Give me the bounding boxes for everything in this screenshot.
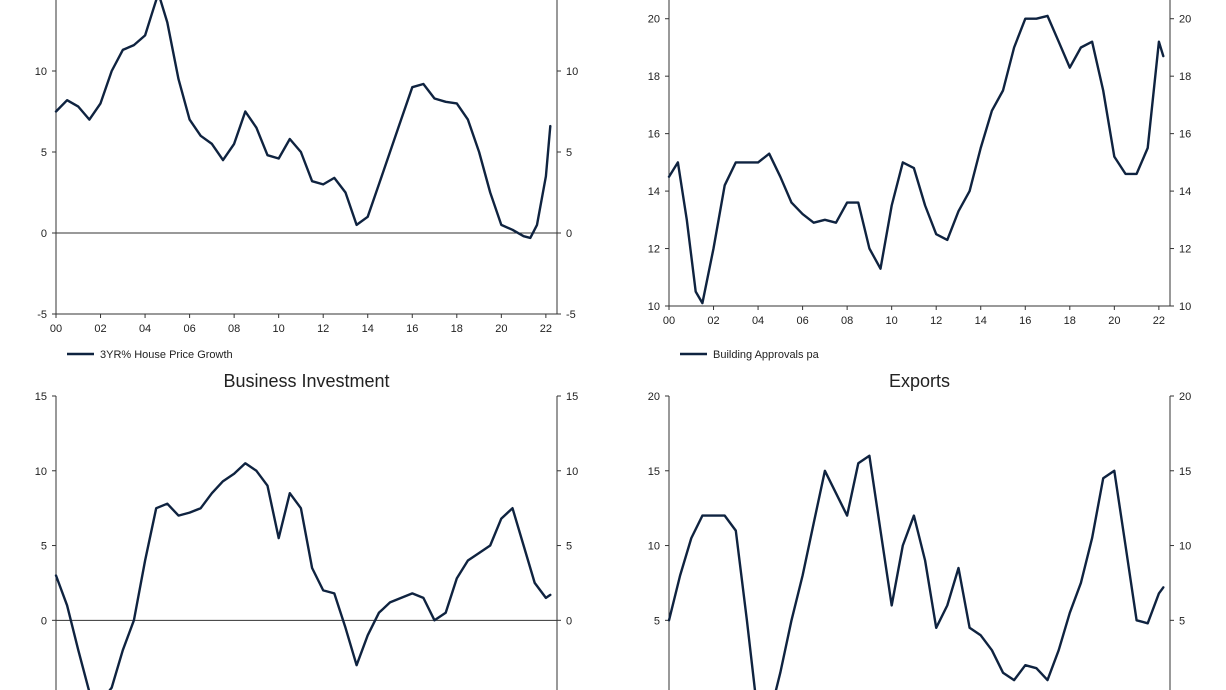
x-tick-label: 00 xyxy=(50,323,62,335)
x-tick-label: 06 xyxy=(796,315,808,327)
y-tick-label-left: 14 xyxy=(648,186,660,198)
y-tick-label-right: 12 xyxy=(1179,244,1191,256)
y-tick-label-right: 10 xyxy=(566,66,578,78)
y-tick-label-left: 10 xyxy=(35,466,47,478)
y-tick-label-left: 5 xyxy=(41,147,47,159)
x-tick-label: 08 xyxy=(841,315,853,327)
y-tick-label-left: 5 xyxy=(41,541,47,553)
x-tick-label: 20 xyxy=(1108,315,1120,327)
y-tick-label-left: 10 xyxy=(648,541,660,553)
y-tick-label-left: 10 xyxy=(35,66,47,78)
x-tick-label: 00 xyxy=(663,315,675,327)
x-tick-label: 12 xyxy=(930,315,942,327)
y-tick-label-left: 15 xyxy=(648,466,660,478)
y-tick-label-right: -5 xyxy=(566,309,576,321)
y-tick-label-left: 12 xyxy=(648,244,660,256)
series-line-1 xyxy=(54,462,552,690)
y-tick-label-right: 18 xyxy=(1179,71,1191,83)
x-tick-label: 16 xyxy=(1019,315,1031,327)
chart-panel-4: 5 5 10 10 15 15 20 20 Exports xyxy=(648,371,1191,690)
y-tick-label-right: 14 xyxy=(1179,186,1191,198)
y-tick-label-left: 20 xyxy=(648,14,660,26)
y-tick-label-left: 0 xyxy=(41,228,47,240)
x-tick-label: 20 xyxy=(495,323,507,335)
y-tick-label-left: 0 xyxy=(41,615,47,627)
y-tick-label-right: 16 xyxy=(1179,129,1191,141)
chart-title: Business Investment xyxy=(223,371,389,391)
x-tick-label: 10 xyxy=(886,315,898,327)
y-tick-label-right: 0 xyxy=(566,615,572,627)
series-line-1 xyxy=(667,14,1165,305)
y-tick-label-right: 0 xyxy=(566,228,572,240)
y-tick-label-right: 5 xyxy=(566,147,572,159)
x-tick-label: 18 xyxy=(1064,315,1076,327)
chart-panel-3: 0 0 5 5 10 10 15 15 Business Investment xyxy=(35,371,578,690)
x-tick-label: 14 xyxy=(975,315,987,327)
y-tick-label-left: 16 xyxy=(648,129,660,141)
y-tick-label-left: 20 xyxy=(648,391,660,403)
x-tick-label: 02 xyxy=(707,315,719,327)
y-tick-label-left: 10 xyxy=(648,301,660,313)
x-tick-label: 12 xyxy=(317,323,329,335)
y-tick-label-left: 18 xyxy=(648,71,660,83)
series-line-1 xyxy=(667,454,1165,690)
x-tick-label: 10 xyxy=(273,323,285,335)
y-tick-label-right: 20 xyxy=(1179,14,1191,26)
legend-label: 3YR% House Price Growth xyxy=(100,349,233,361)
x-tick-label: 02 xyxy=(94,323,106,335)
x-tick-label: 18 xyxy=(451,323,463,335)
y-tick-label-left: 5 xyxy=(654,615,660,627)
x-tick-label: 22 xyxy=(1153,315,1165,327)
legend-label: Building Approvals pa xyxy=(713,349,820,361)
y-tick-label-left: 15 xyxy=(35,391,47,403)
chart-title: Exports xyxy=(889,371,950,391)
x-tick-label: 04 xyxy=(139,323,151,335)
x-tick-label: 22 xyxy=(540,323,552,335)
series-line-1 xyxy=(54,0,552,240)
x-tick-label: 16 xyxy=(406,323,418,335)
chart-panel-2: 10 10 12 12 14 14 16 16 18 18 20 20 00 02 04 06 08 10 12 14… xyxy=(648,0,1191,361)
y-tick-label-right: 10 xyxy=(1179,541,1191,553)
y-tick-label-right: 15 xyxy=(1179,466,1191,478)
y-tick-label-right: 10 xyxy=(566,466,578,478)
y-tick-label-right: 10 xyxy=(1179,301,1191,313)
y-tick-label-right: 15 xyxy=(566,391,578,403)
x-tick-label: 08 xyxy=(228,323,240,335)
x-tick-label: 06 xyxy=(183,323,195,335)
y-tick-label-right: 5 xyxy=(566,541,572,553)
y-tick-label-right: 20 xyxy=(1179,391,1191,403)
y-tick-label-right: 5 xyxy=(1179,615,1185,627)
y-tick-label-left: -5 xyxy=(37,309,47,321)
x-tick-label: 14 xyxy=(362,323,374,335)
x-tick-label: 04 xyxy=(752,315,764,327)
